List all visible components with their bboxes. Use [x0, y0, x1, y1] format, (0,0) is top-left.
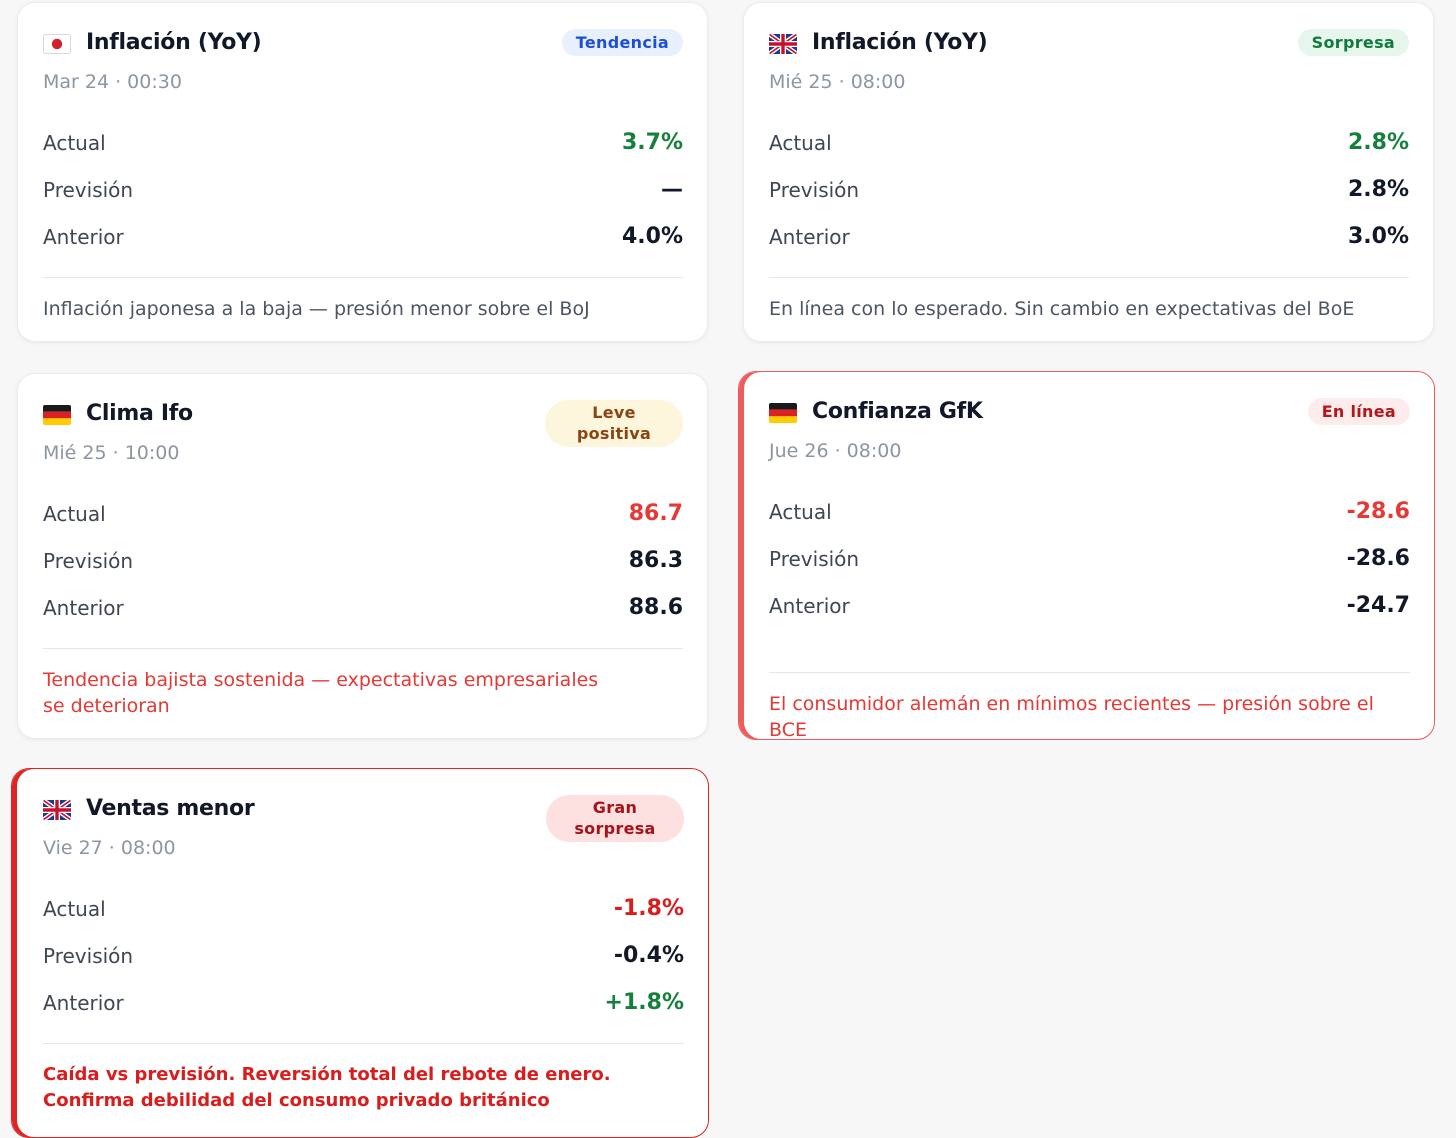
- status-badge: Sorpresa: [1297, 29, 1409, 56]
- actual-value: 86.7: [628, 501, 683, 526]
- actual-value: -1.8%: [613, 896, 684, 921]
- japan-flag-icon: [43, 34, 71, 54]
- forecast-value: —: [661, 177, 683, 202]
- card-header: Ventas menor Vie 27 · 08:00 Gran sorpres…: [43, 793, 684, 885]
- row-forecast: Previsión 86.3: [43, 537, 683, 584]
- row-label: Previsión: [769, 546, 860, 571]
- row-label: Previsión: [43, 177, 134, 202]
- row-actual: Actual 2.8%: [769, 119, 1409, 166]
- row-forecast: Previsión -0.4%: [43, 932, 684, 979]
- forecast-value: 86.3: [628, 548, 683, 573]
- row-label: Actual: [43, 501, 106, 526]
- row-label: Previsión: [43, 548, 134, 573]
- card-note: Tendencia bajista sostenida — expectativ…: [43, 669, 599, 717]
- row-previous: Anterior 4.0%: [43, 213, 683, 260]
- uk-flag-icon: [43, 800, 71, 820]
- previous-value: 4.0%: [621, 224, 683, 249]
- row-previous: Anterior +1.8%: [43, 979, 684, 1026]
- card-header: Clima Ifo Mié 25 · 10:00 Leve positiva: [43, 398, 683, 490]
- germany-flag-icon: [769, 403, 797, 423]
- event-card-uk-retail-sales[interactable]: Ventas menor Vie 27 · 08:00 Gran sorpres…: [11, 768, 709, 1138]
- row-label: Actual: [769, 499, 832, 524]
- divider: [43, 277, 683, 278]
- row-forecast: Previsión —: [43, 166, 683, 213]
- event-card-jp-inflation[interactable]: Inflación (YoY) Mar 24 · 00:30 Tendencia…: [17, 2, 708, 342]
- previous-value: 88.6: [628, 595, 683, 620]
- card-date: Mar 24 · 00:30: [43, 71, 182, 93]
- card-date: Mié 25 · 08:00: [769, 71, 906, 93]
- status-badge: En línea: [1307, 398, 1410, 425]
- row-actual: Actual 3.7%: [43, 119, 683, 166]
- row-label: Anterior: [43, 990, 124, 1015]
- row-label: Anterior: [43, 595, 124, 620]
- row-forecast: Previsión 2.8%: [769, 166, 1409, 213]
- card-date: Mié 25 · 10:00: [43, 442, 180, 464]
- event-card-uk-inflation[interactable]: Inflación (YoY) Mié 25 · 08:00 Sorpresa …: [743, 2, 1434, 342]
- uk-flag-icon: [769, 34, 797, 54]
- event-card-de-ifo[interactable]: Clima Ifo Mié 25 · 10:00 Leve positiva A…: [17, 373, 708, 739]
- row-label: Previsión: [769, 177, 860, 202]
- germany-flag-icon: [43, 405, 71, 425]
- card-note: Caída vs previsión. Reversión total del …: [43, 1064, 611, 1111]
- forecast-value: 2.8%: [1347, 177, 1409, 202]
- previous-value: -24.7: [1346, 593, 1410, 618]
- forecast-value: -0.4%: [613, 943, 684, 968]
- card-note: En línea con lo esperado. Sin cambio en …: [769, 298, 1355, 320]
- previous-value: 3.0%: [1347, 224, 1409, 249]
- card-title: Clima Ifo: [86, 401, 193, 426]
- actual-value: 3.7%: [621, 130, 683, 155]
- row-previous: Anterior 3.0%: [769, 213, 1409, 260]
- card-note: Inflación japonesa a la baja — presión m…: [43, 298, 590, 320]
- row-actual: Actual 86.7: [43, 490, 683, 537]
- card-header: Confianza GfK Jue 26 · 08:00 En línea: [769, 396, 1410, 488]
- row-forecast: Previsión -28.6: [769, 535, 1410, 582]
- divider: [43, 648, 683, 649]
- divider: [769, 672, 1410, 673]
- row-label: Anterior: [43, 224, 124, 249]
- status-badge: Gran sorpresa: [546, 795, 684, 842]
- card-title: Confianza GfK: [812, 399, 983, 424]
- card-note: El consumidor alemán en mínimos reciente…: [769, 693, 1374, 741]
- actual-value: -28.6: [1346, 499, 1410, 524]
- row-previous: Anterior 88.6: [43, 584, 683, 631]
- card-title: Ventas menor: [86, 796, 255, 821]
- row-label: Actual: [43, 130, 106, 155]
- row-actual: Actual -28.6: [769, 488, 1410, 535]
- row-label: Actual: [43, 896, 106, 921]
- card-date: Vie 27 · 08:00: [43, 837, 176, 859]
- card-header: Inflación (YoY) Mar 24 · 00:30 Tendencia: [43, 27, 683, 119]
- actual-value: 2.8%: [1347, 130, 1409, 155]
- row-actual: Actual -1.8%: [43, 885, 684, 932]
- divider: [769, 277, 1409, 278]
- row-label: Anterior: [769, 224, 850, 249]
- row-label: Previsión: [43, 943, 134, 968]
- row-previous: Anterior -24.7: [769, 582, 1410, 629]
- forecast-value: -28.6: [1346, 546, 1410, 571]
- card-date: Jue 26 · 08:00: [769, 440, 902, 462]
- status-badge: Leve positiva: [545, 400, 683, 447]
- row-label: Actual: [769, 130, 832, 155]
- status-badge: Tendencia: [561, 29, 683, 56]
- row-label: Anterior: [769, 593, 850, 618]
- previous-value: +1.8%: [604, 990, 684, 1015]
- card-title: Inflación (YoY): [812, 30, 988, 55]
- event-card-de-gfk[interactable]: Confianza GfK Jue 26 · 08:00 En línea Ac…: [738, 371, 1435, 741]
- card-title: Inflación (YoY): [86, 30, 262, 55]
- divider: [43, 1043, 684, 1044]
- card-header: Inflación (YoY) Mié 25 · 08:00 Sorpresa: [769, 27, 1409, 119]
